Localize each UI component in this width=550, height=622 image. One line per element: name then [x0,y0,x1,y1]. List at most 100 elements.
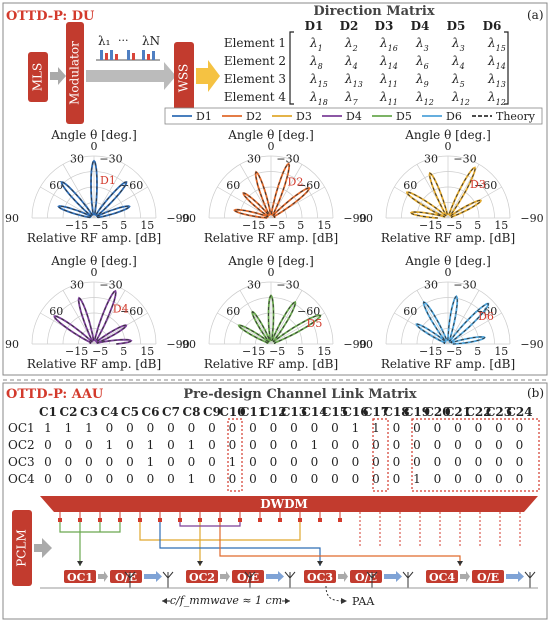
modulator-arrow [86,62,176,90]
link-cell: 0 [44,472,52,486]
link-cell: 0 [454,438,462,452]
routing-arrowhead [197,561,203,566]
polar-angle-tick: −90 [166,212,189,225]
link-col-header: C14 [301,405,327,419]
legend-label: D1 [196,110,212,123]
link-cell: 0 [229,421,237,435]
spacing-label: c/f_mmwave ≈ 1 cm [170,594,282,607]
dwdm-port-node [118,518,122,522]
link-col-header: C17 [363,405,389,419]
oc-arrow [220,571,230,582]
polar-angle-tick: 0 [445,140,452,153]
polar-angle-tick: −30 [276,278,299,291]
polar-radial-tick: −15 [65,345,88,358]
matrix-row-label: Element 3 [224,72,286,86]
matrix-cell: λ4 [451,54,465,71]
oc-block [304,570,336,583]
link-cell: 0 [311,455,319,469]
polar-direction-label: D6 [478,310,494,323]
matrix-cell: λ12 [487,90,506,107]
polar-radial-tick: 15 [140,345,154,358]
polar-radial-tick: −5 [92,219,108,232]
link-cell: 0 [167,472,175,486]
polar-angle-tick: 30 [424,152,438,165]
link-cell: 0 [290,438,298,452]
antenna-icon [524,571,536,588]
matrix-cell: λ14 [487,54,506,71]
spectrum-illustration: λ₁ ··· λN [96,34,160,61]
link-cell: 0 [167,455,175,469]
oc-chain: OC1 O/E OC2 O/E OC3 O/E OC4 O/E [40,570,538,589]
link-col-header: C24 [506,405,532,419]
legend-label: D6 [446,110,462,123]
polar-radial-tick: −5 [92,345,108,358]
matrix-col-header: D6 [483,19,502,33]
polar-radial-tick: 5 [474,345,481,358]
polar-angle-tick: 60 [226,305,240,318]
link-cell: 0 [372,472,380,486]
link-col-header: C11 [240,405,266,419]
link-cell: 0 [475,472,483,486]
lambda-dots: ··· [118,34,129,47]
polar-direction-label: D2 [288,176,304,189]
polar-lobe-theory [57,160,131,218]
link-cell: 0 [393,455,401,469]
matrix-cell: λ14 [379,54,398,71]
panel-a-tag: (a) [527,8,544,22]
link-col-header: C23 [486,405,512,419]
polar-radial-tick: 5 [120,219,127,232]
matrix-cell: λ7 [344,90,359,107]
matrix-col-header: D3 [375,19,394,33]
polar-radial-tick: −15 [419,219,442,232]
panel-a-title: OTTD-P: DU [6,9,95,24]
link-matrix: C1 C2 C3 C4 C5 C6 C7 C8 C9C10C11C12C13C14C15C16C… [8,405,533,486]
polar-angle-tick: 60 [403,305,417,318]
polar-angle-tick: −60 [297,179,320,192]
oc-block [64,570,96,583]
link-cell: 0 [126,438,134,452]
matrix-cell: λ5 [451,72,465,89]
panel-a-frame [2,2,548,376]
link-cell: 0 [434,438,442,452]
matrix-bracket-right [504,31,509,105]
polar-angle-title: Angle θ [deg.] [50,128,137,142]
link-cell: 0 [229,472,237,486]
polar-radial-tick: 15 [494,219,508,232]
link-cell: 0 [65,455,73,469]
matrix-col-header: D1 [305,19,324,33]
polar-radial-title: Relative RF amp. [dB] [381,231,515,245]
polar-radial-tick: −15 [242,219,265,232]
polar-angle-tick: 0 [445,266,452,279]
link-cell: 0 [65,438,73,452]
routing-line [159,522,321,566]
polar-angle-tick: 30 [247,152,261,165]
oe-label: O/E [115,571,137,584]
link-cell: 0 [106,455,114,469]
polar-angle-tick: 90 [182,338,196,351]
matrix-cell: λ4 [344,54,358,71]
link-cell: 0 [352,472,360,486]
polar-lobe-theory [53,290,132,345]
polar-angle-tick: 60 [226,179,240,192]
link-cell: 0 [434,455,442,469]
highlight-c20-c24 [411,418,540,492]
link-cell: 1 [188,472,196,486]
polar-direction-label: D4 [113,302,129,315]
link-cell: 0 [249,421,257,435]
polar-direction-label: D1 [100,174,116,187]
polar-angle-tick: 30 [70,152,84,165]
link-cell: 1 [106,438,114,452]
link-cell: 0 [249,455,257,469]
polar-radial-tick: 15 [317,219,331,232]
oc-label: OC3 [307,571,333,584]
link-cell: 0 [331,472,339,486]
matrix-cell: λ11 [379,90,398,107]
link-col-header: C8 [183,405,201,419]
polar-angle-tick: 30 [70,278,84,291]
polar-angle-tick: −30 [453,152,476,165]
polar-angle-tick: −60 [474,179,497,192]
link-cell: 1 [311,438,319,452]
